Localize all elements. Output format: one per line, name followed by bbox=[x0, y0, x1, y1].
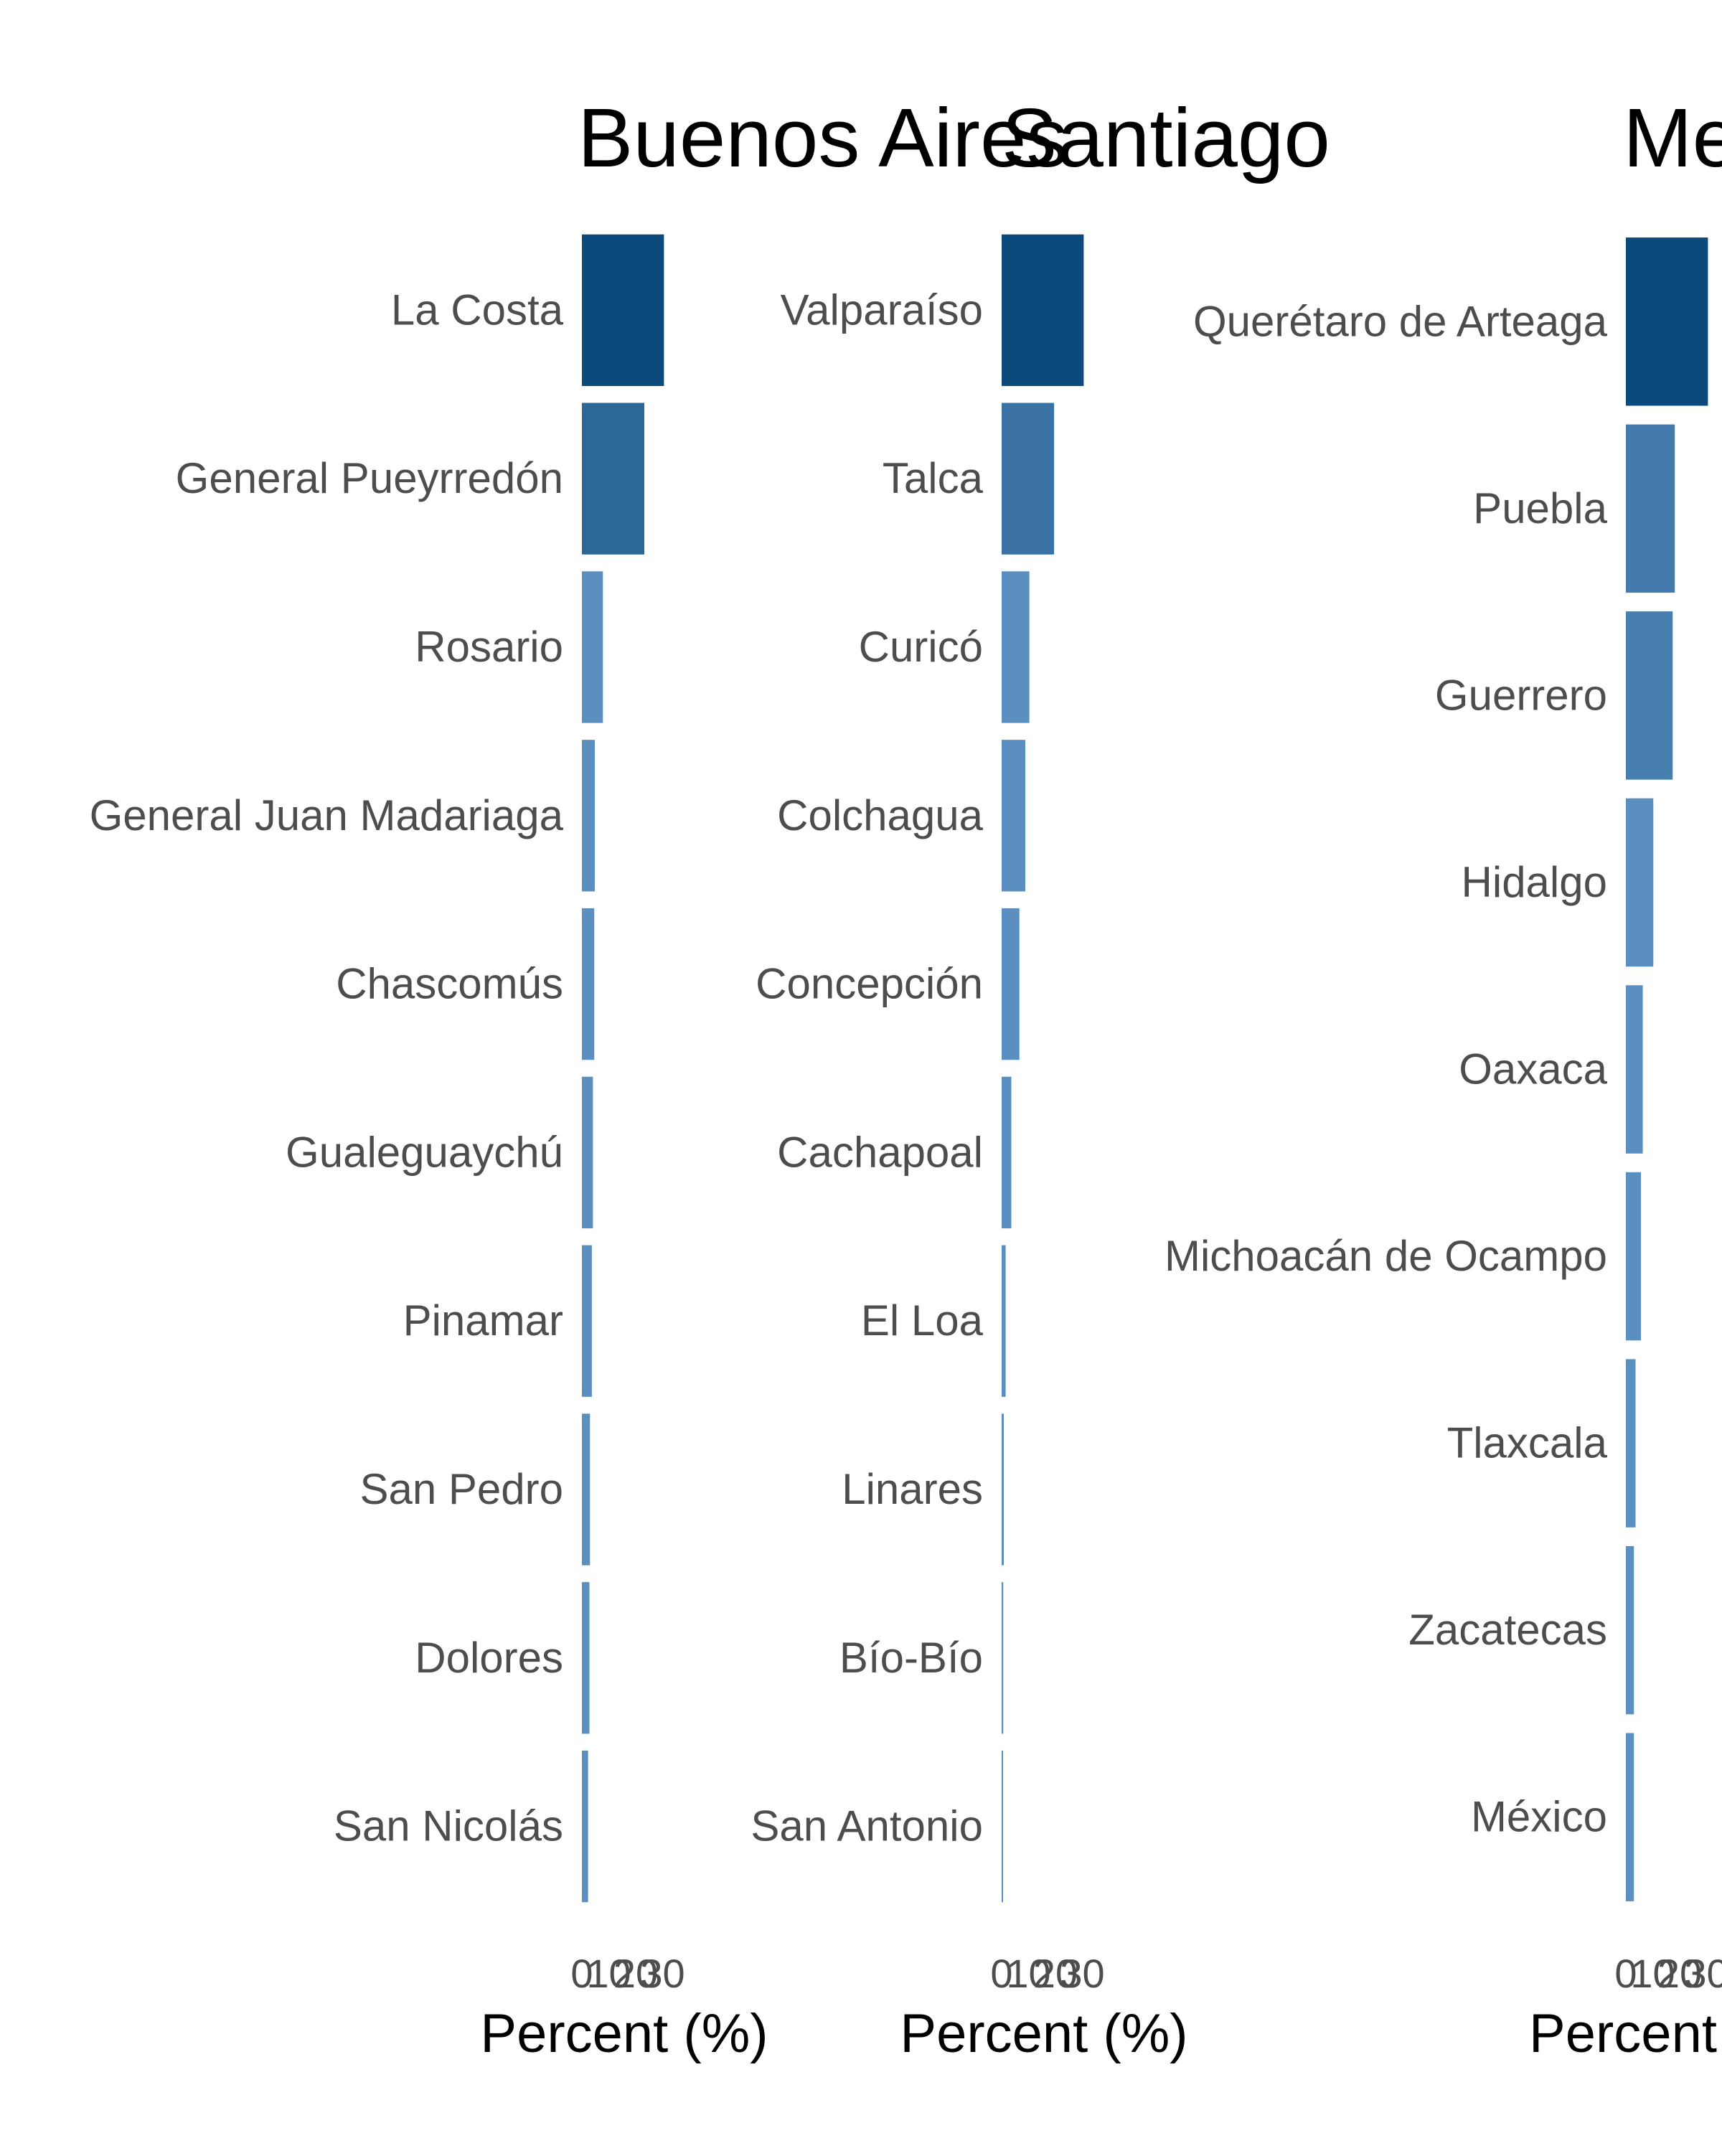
category-label: Hidalgo bbox=[1462, 858, 1607, 906]
x-tick-label: 30 bbox=[1060, 1951, 1104, 1996]
x-tick-label: 10 bbox=[1006, 1951, 1050, 1996]
category-label: El Loa bbox=[861, 1296, 984, 1345]
category-label: Colchagua bbox=[777, 791, 984, 839]
panel-buenos-aires: Buenos Aires La Costa General Pueyrredón Ro… bbox=[90, 91, 1068, 2064]
panel-santiago: Santiago Valparaíso Talca Curicó Colchagua Co… bbox=[751, 91, 1330, 2064]
bar-cachapoal bbox=[1002, 1076, 1012, 1229]
bar-linares bbox=[1002, 1413, 1004, 1566]
category-label: Oaxaca bbox=[1459, 1045, 1607, 1093]
bar-tlaxcala bbox=[1626, 1359, 1636, 1527]
bar-rosario bbox=[582, 571, 603, 723]
panel-title: Buenos Aires bbox=[578, 91, 1068, 184]
bar-general-pueyrredon bbox=[582, 403, 644, 555]
category-label: San Pedro bbox=[359, 1465, 563, 1513]
category-label: Zacatecas bbox=[1408, 1606, 1607, 1654]
category-label: San Nicolás bbox=[334, 1802, 563, 1850]
category-label: Puebla bbox=[1473, 484, 1607, 532]
bar-general-juan-madariaga bbox=[582, 740, 595, 892]
bar-chascomus bbox=[582, 908, 595, 1060]
category-label: Valparaíso bbox=[781, 286, 983, 334]
category-label: Concepción bbox=[756, 960, 983, 1008]
bar-talca bbox=[1002, 403, 1055, 555]
bar-dolores bbox=[582, 1582, 590, 1734]
x-tick-label: 0 bbox=[1614, 1951, 1637, 1996]
bar-el-loa bbox=[1002, 1245, 1006, 1397]
bar-oaxaca bbox=[1626, 985, 1643, 1154]
bar-san-pedro bbox=[582, 1413, 591, 1566]
category-label: Pinamar bbox=[403, 1296, 563, 1345]
category-label: Talca bbox=[883, 454, 984, 502]
bar-queretaro-de-arteaga bbox=[1626, 237, 1708, 406]
category-label: Tlaxcala bbox=[1447, 1419, 1608, 1467]
category-label: Linares bbox=[842, 1465, 983, 1513]
bar-san-nicolas bbox=[582, 1750, 588, 1903]
panel-title: Santiago bbox=[1002, 91, 1330, 184]
x-tick-label: 30 bbox=[640, 1951, 684, 1996]
category-label: General Juan Madariaga bbox=[90, 791, 564, 839]
bar-bio-bio bbox=[1002, 1582, 1004, 1734]
x-tick-label: 20 bbox=[1657, 1951, 1702, 1996]
x-tick-label: 0 bbox=[570, 1951, 593, 1996]
bar-guerrero bbox=[1626, 611, 1673, 780]
category-label: México bbox=[1471, 1793, 1607, 1841]
category-label: Cachapoal bbox=[777, 1128, 983, 1176]
bar-valparaiso bbox=[1002, 234, 1084, 387]
bar-san-antonio bbox=[1002, 1750, 1003, 1903]
panel-me: Me Querétaro de Arteaga Puebla Guerrero Hida… bbox=[1165, 91, 1722, 2064]
bar-concepcion bbox=[1002, 908, 1020, 1060]
x-axis-title: Percent bbox=[1529, 2003, 1717, 2064]
category-label: San Antonio bbox=[751, 1802, 983, 1850]
category-label: Gualeguaychú bbox=[286, 1128, 563, 1176]
bar-curico bbox=[1002, 571, 1030, 723]
category-label: Chascomús bbox=[336, 960, 563, 1008]
category-label: La Costa bbox=[391, 286, 564, 334]
category-label: Bío-Bío bbox=[839, 1634, 983, 1682]
category-label: Michoacán de Ocampo bbox=[1165, 1232, 1607, 1280]
x-tick-label: 10 bbox=[1630, 1951, 1675, 1996]
panel-title: Me bbox=[1623, 91, 1722, 184]
x-axis-title: Percent (%) bbox=[480, 2003, 768, 2064]
bar-michoacan-de-ocampo bbox=[1626, 1172, 1641, 1341]
category-label: General Pueyrredón bbox=[176, 454, 563, 502]
bar-gualeguaychu bbox=[582, 1076, 593, 1229]
bar-mexico bbox=[1626, 1733, 1634, 1901]
bar-zacatecas bbox=[1626, 1545, 1634, 1715]
x-tick-label: 30 bbox=[1684, 1951, 1722, 1996]
bar-hidalgo bbox=[1626, 798, 1654, 967]
category-label: Curicó bbox=[859, 623, 983, 671]
bar-colchagua bbox=[1002, 740, 1025, 892]
x-axis-title: Percent (%) bbox=[900, 2003, 1187, 2064]
bar-puebla bbox=[1626, 424, 1675, 593]
category-label: Querétaro de Arteaga bbox=[1193, 297, 1608, 345]
bar-pinamar bbox=[582, 1245, 592, 1397]
category-label: Rosario bbox=[415, 623, 563, 671]
x-tick-label: 20 bbox=[613, 1951, 658, 1996]
x-tick-label: 20 bbox=[1033, 1951, 1078, 1996]
category-label: Dolores bbox=[415, 1634, 563, 1682]
x-tick-label: 10 bbox=[586, 1951, 631, 1996]
category-label: Guerrero bbox=[1435, 671, 1607, 719]
x-tick-label: 0 bbox=[990, 1951, 1012, 1996]
bar-la-costa bbox=[582, 234, 664, 387]
